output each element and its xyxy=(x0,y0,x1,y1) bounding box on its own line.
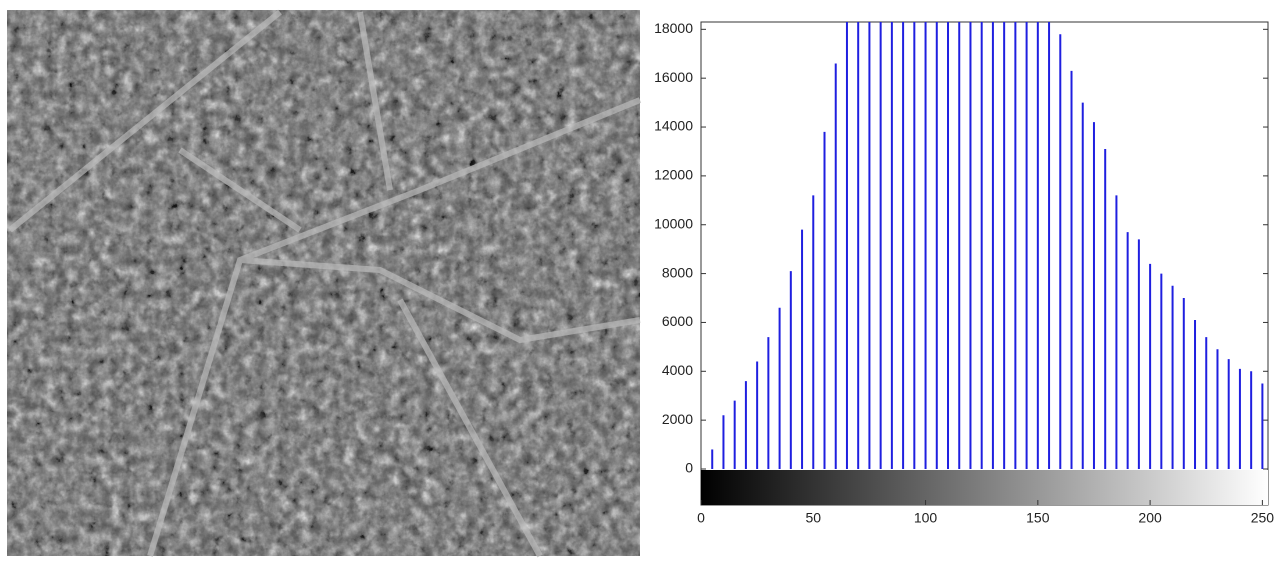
y-tick-label: 6000 xyxy=(662,313,693,329)
x-tick-label: 100 xyxy=(914,510,938,526)
aerial-image xyxy=(7,9,642,558)
x-tick-label: 250 xyxy=(1251,510,1275,526)
y-tick-label: 10000 xyxy=(654,215,693,231)
x-tick-label: 50 xyxy=(805,510,821,526)
y-tick-label: 8000 xyxy=(662,264,693,280)
stems xyxy=(711,22,1264,469)
y-tick-label: 12000 xyxy=(654,167,693,183)
y-tick-label: 4000 xyxy=(662,362,693,378)
x-tick-label: 0 xyxy=(697,510,705,526)
y-tick-label: 2000 xyxy=(662,411,693,427)
histogram: 0200040006000800010000120001400016000180… xyxy=(654,20,1275,526)
x-tick-label: 200 xyxy=(1138,510,1162,526)
y-tick-label: 14000 xyxy=(654,118,693,134)
y-tick-label: 0 xyxy=(685,460,693,476)
colorbar xyxy=(701,470,1268,505)
y-tick-label: 16000 xyxy=(654,69,693,85)
y-tick-label: 18000 xyxy=(654,20,693,36)
x-tick-label: 150 xyxy=(1026,510,1050,526)
